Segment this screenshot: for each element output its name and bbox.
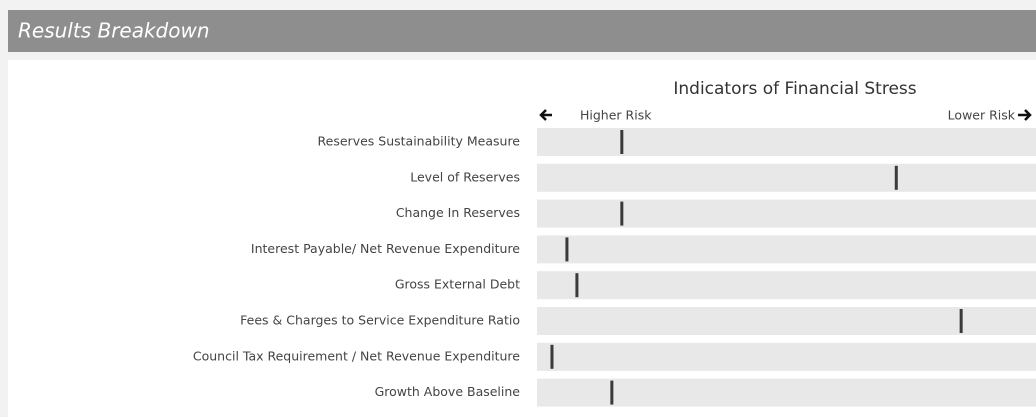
track (537, 307, 1036, 335)
header-title: Results Breakdown (18, 19, 210, 43)
row-label: Level of Reserves (410, 169, 520, 184)
row-label: Growth Above Baseline (375, 384, 521, 399)
left-end-label: Higher Risk (580, 108, 652, 123)
row-label: Interest Payable/ Net Revenue Expenditur… (251, 241, 520, 256)
header-bar (8, 10, 1036, 52)
right-end-label: Lower Risk (948, 108, 1016, 123)
track (537, 128, 1036, 156)
row-label: Fees & Charges to Service Expenditure Ra… (240, 313, 520, 328)
marker (610, 380, 614, 405)
track (537, 342, 1036, 371)
right-arrow (1018, 109, 1032, 121)
row-label: Council Tax Requirement / Net Revenue Ex… (193, 348, 520, 363)
marker (894, 165, 898, 190)
chart-title: Indicators of Financial Stress (673, 79, 916, 99)
left-arrow (539, 109, 552, 121)
marker (959, 309, 963, 333)
marker (565, 237, 569, 262)
rows: Reserves Sustainability Measure Level of … (193, 128, 1036, 407)
row-label: Gross External Debt (395, 277, 520, 292)
track (537, 163, 1036, 192)
track (537, 378, 1036, 407)
track (537, 235, 1036, 264)
marker (620, 130, 624, 154)
marker (575, 273, 579, 298)
row-label: Reserves Sustainability Measure (318, 134, 521, 149)
track (537, 199, 1036, 228)
row-label: Change In Reserves (396, 205, 520, 220)
marker (550, 344, 554, 369)
marker (620, 201, 624, 226)
track (537, 271, 1036, 300)
